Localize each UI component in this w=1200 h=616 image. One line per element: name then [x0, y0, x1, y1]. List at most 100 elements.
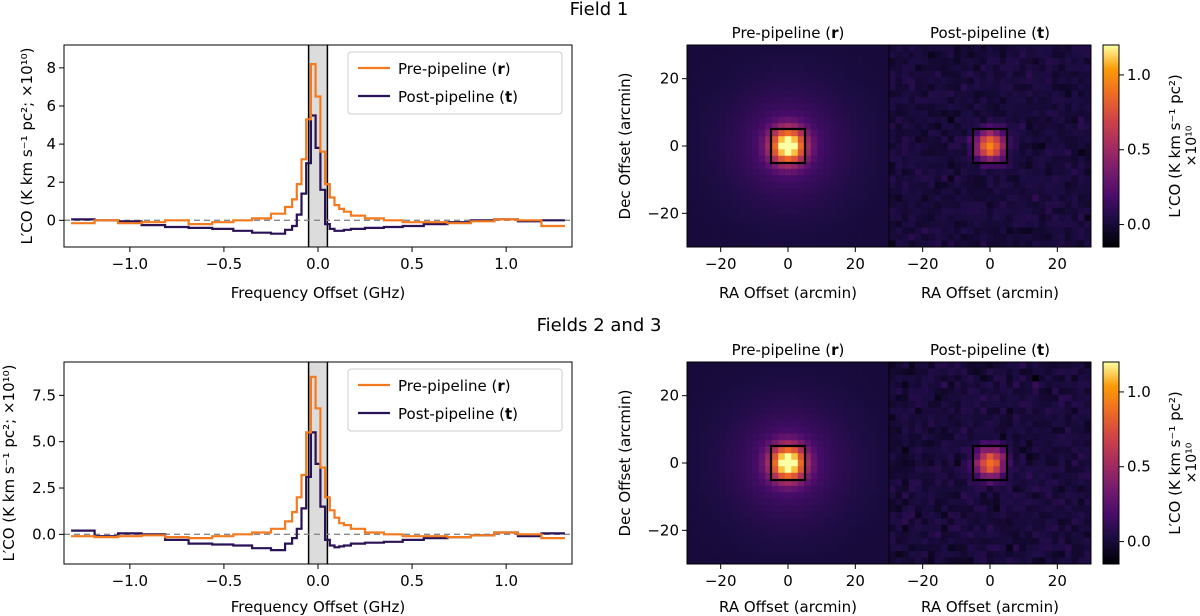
heatmap-cell — [954, 394, 962, 402]
heatmap-cell — [1077, 394, 1085, 402]
heatmap-cell — [954, 368, 962, 376]
heatmap-cell — [739, 123, 747, 131]
heatmap-cell — [706, 110, 714, 118]
heatmap-cell — [745, 368, 753, 376]
heatmap-cell — [1051, 505, 1059, 513]
heatmap-cell — [849, 544, 857, 552]
heatmap-cell — [758, 401, 766, 409]
heatmap-cell — [856, 479, 864, 487]
heatmap-cell — [1019, 51, 1027, 59]
heatmap-cell — [960, 420, 968, 428]
heatmap-cell — [921, 550, 929, 558]
heatmap-cell — [908, 142, 916, 150]
heatmap-cell — [934, 240, 942, 248]
heatmap-cell — [954, 537, 962, 545]
heatmap-cell — [928, 368, 936, 376]
heatmap-cell — [1006, 77, 1014, 85]
heatmap-cell — [752, 414, 760, 422]
heatmap-cell — [804, 453, 812, 461]
heatmap-cell — [719, 459, 727, 467]
heatmap-cell — [1032, 440, 1040, 448]
heatmap-cell — [889, 479, 896, 487]
heatmap-cell — [862, 97, 870, 105]
heatmap-cell — [895, 505, 903, 513]
heatmap-cell — [1051, 168, 1059, 176]
heatmap-cell — [941, 524, 949, 532]
heatmap-cell — [745, 58, 753, 65]
heatmap-cell — [875, 381, 883, 389]
heatmap-cell — [973, 220, 981, 228]
heatmap-cell — [687, 531, 694, 539]
heatmap-cell — [778, 90, 786, 98]
heatmap-cell — [1019, 557, 1027, 565]
heatmap-cell — [915, 414, 922, 422]
heatmap-cell — [1012, 240, 1020, 248]
heatmap-cell — [895, 220, 903, 228]
heatmap-cell — [836, 492, 844, 500]
heatmap-cell — [1084, 427, 1092, 435]
legend-pre-label-field1: Pre-pipeline (r) — [398, 60, 511, 78]
heatmap-cell — [1064, 375, 1072, 382]
heatmap-cell — [713, 381, 720, 389]
heatmap-cell — [732, 440, 740, 448]
heatmap-cell — [1045, 90, 1053, 98]
heatmap-cell — [869, 207, 877, 215]
heatmap-cell — [895, 155, 903, 163]
heatmap-cell — [752, 142, 760, 150]
heatmap-cell — [687, 544, 694, 552]
heatmap-cell — [875, 414, 883, 422]
heatmap-cell — [804, 394, 812, 402]
heatmap-cell — [830, 375, 838, 382]
heatmap-cell — [986, 136, 994, 144]
heatmap-cell — [700, 110, 707, 118]
heatmap-cell — [908, 550, 916, 558]
heatmap-cell — [778, 162, 786, 170]
heatmap-cell — [726, 388, 734, 395]
heatmap-cell — [693, 168, 701, 176]
heatmap-cell — [823, 388, 831, 395]
heatmap-cell — [921, 136, 929, 144]
heatmap-cell — [986, 440, 994, 448]
heatmap-cell — [719, 129, 727, 137]
heatmap-cell — [817, 381, 825, 389]
heatmap-cell — [1025, 103, 1033, 111]
heatmap-cell — [1006, 136, 1014, 144]
heatmap-cell — [823, 58, 831, 65]
heatmap-cell — [726, 414, 734, 422]
heatmap-cell — [1084, 227, 1092, 235]
heatmap-cell — [934, 407, 942, 415]
heatmap-cell — [999, 168, 1007, 176]
heatmap-cell — [810, 129, 818, 137]
heatmap-cell — [836, 498, 844, 506]
heatmap-cell — [1045, 194, 1053, 202]
heatmap-cell — [706, 531, 714, 539]
heatmap-cell — [947, 362, 955, 369]
heatmap-cell — [758, 479, 766, 487]
heatmap-cell — [700, 103, 707, 111]
heatmap-cell — [869, 149, 877, 157]
heatmap-cell — [1058, 531, 1066, 539]
heatmap-cell — [993, 466, 1001, 474]
heatmap-cell — [954, 531, 962, 539]
heatmap-cell — [719, 168, 727, 176]
heatmap-cell — [771, 58, 779, 65]
heatmap-cell — [882, 116, 890, 124]
heatmap-cell — [693, 51, 701, 59]
heatmap-cell — [1077, 518, 1085, 526]
heatmap-cell — [804, 407, 812, 415]
heatmap-cell — [980, 550, 988, 558]
heatmap-cell — [687, 220, 694, 228]
heatmap-cell — [928, 531, 936, 539]
heatmap-cell — [1064, 168, 1072, 176]
heatmap-cell — [889, 433, 896, 441]
heatmap-cell — [771, 71, 779, 78]
heatmap-cell — [967, 84, 975, 92]
heatmap-cell — [713, 427, 720, 435]
heatmap-cell — [687, 71, 694, 78]
heatmap-cell — [908, 240, 916, 248]
heatmap-cell — [1012, 103, 1020, 111]
heatmap-cell — [915, 518, 922, 526]
heatmap-cell — [869, 459, 877, 467]
heatmap-cell — [1019, 544, 1027, 552]
heatmap-cell — [1077, 368, 1085, 376]
